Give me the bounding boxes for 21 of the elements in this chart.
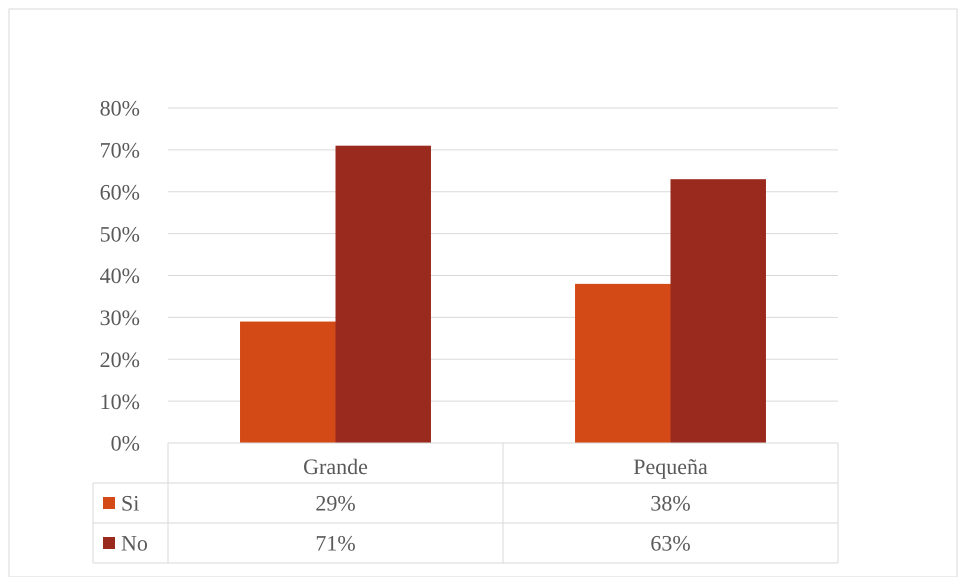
bar: [336, 146, 431, 443]
legend-label: No: [121, 530, 148, 556]
y-tick-label: 20%: [100, 346, 140, 372]
data-label: 63%: [650, 530, 691, 556]
y-tick-label: 0%: [110, 430, 140, 456]
y-tick-label: 40%: [100, 263, 140, 288]
legend-label: Si: [121, 490, 140, 516]
y-tick-label: 50%: [100, 221, 140, 246]
y-tick-label: 70%: [100, 138, 140, 163]
y-tick-label: 10%: [100, 388, 140, 414]
x-tick-label: Pequeña: [633, 454, 708, 480]
data-label: 71%: [315, 530, 356, 556]
x-tick-label: Grande: [303, 454, 368, 480]
bar: [575, 284, 670, 443]
y-tick-label: 60%: [100, 179, 140, 204]
bar: [240, 322, 336, 443]
data-label: 29%: [315, 490, 356, 516]
y-tick-label: 30%: [100, 305, 140, 330]
bar: [670, 179, 766, 443]
data-label: 38%: [650, 490, 691, 516]
y-tick-label: 80%: [100, 96, 140, 121]
